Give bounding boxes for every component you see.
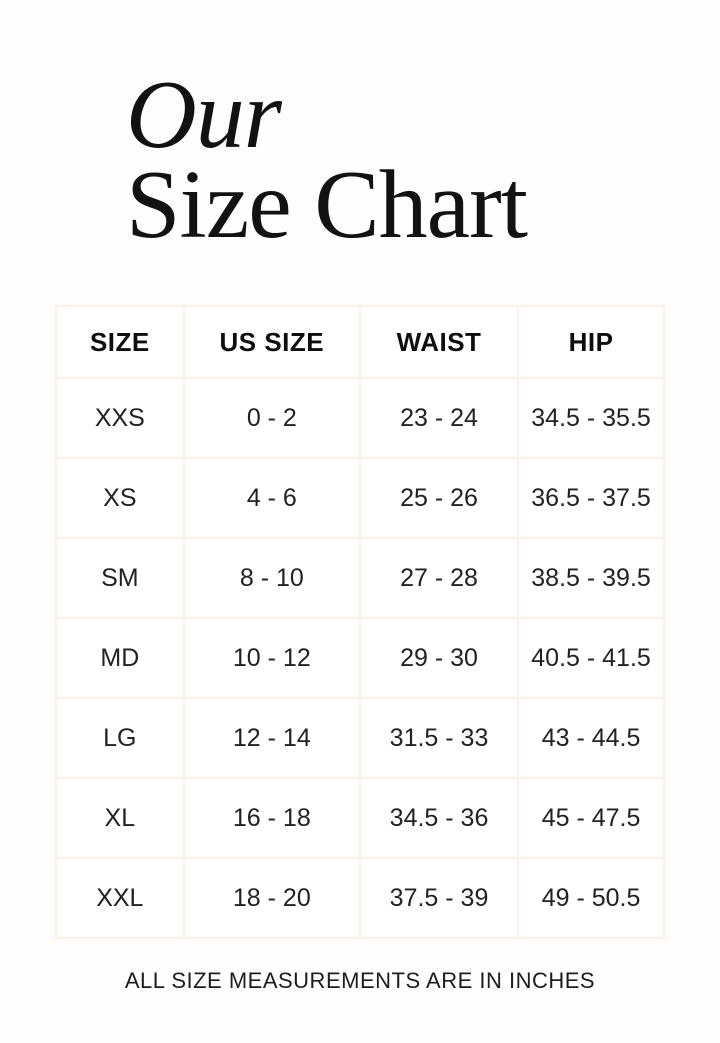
measurement-cell: 34.5 - 36 <box>358 777 520 859</box>
column-header: SIZE <box>55 305 185 379</box>
measurement-cell: 23 - 24 <box>358 377 520 459</box>
measurement-cell: 16 - 18 <box>182 777 361 859</box>
table-row: LG 12 - 14 31.5 - 33 43 - 44.5 <box>55 697 665 779</box>
size-label-cell: XS <box>55 457 185 539</box>
table-row: XXS 0 - 2 23 - 24 34.5 - 35.5 <box>55 377 665 459</box>
size-label-cell: SM <box>55 537 185 619</box>
title-word-our: Our <box>126 61 282 169</box>
measurement-cell: 38.5 - 39.5 <box>517 537 665 619</box>
table-row: XL 16 - 18 34.5 - 36 45 - 47.5 <box>55 777 665 859</box>
measurement-cell: 25 - 26 <box>358 457 520 539</box>
size-label-cell: LG <box>55 697 185 779</box>
table-header-row: SIZE US SIZE WAIST HIP <box>55 305 665 379</box>
measurement-cell: 40.5 - 41.5 <box>517 617 665 699</box>
measurement-cell: 27 - 28 <box>358 537 520 619</box>
measurement-cell: 4 - 6 <box>182 457 361 539</box>
measurement-cell: 10 - 12 <box>182 617 361 699</box>
measurement-cell: 49 - 50.5 <box>517 857 665 939</box>
column-header: HIP <box>517 305 665 379</box>
footer-note: ALL SIZE MEASUREMENTS ARE IN INCHES <box>124 968 596 993</box>
size-label-cell: XXS <box>55 377 185 459</box>
measurement-cell: 18 - 20 <box>182 857 361 939</box>
measurement-cell: 29 - 30 <box>358 617 520 699</box>
title-size-chart: Size Chart <box>126 151 528 259</box>
measurement-cell: 37.5 - 39 <box>358 857 520 939</box>
measurement-cell: 0 - 2 <box>182 377 361 459</box>
measurement-cell: 34.5 - 35.5 <box>517 377 665 459</box>
measurement-cell: 12 - 14 <box>182 697 361 779</box>
table-body: XXS 0 - 2 23 - 24 34.5 - 35.5 XS 4 - 6 25 - 26… <box>55 377 665 939</box>
size-label-cell: MD <box>55 617 185 699</box>
column-header: US SIZE <box>182 305 361 379</box>
measurement-cell: 43 - 44.5 <box>517 697 665 779</box>
measurement-cell: 8 - 10 <box>182 537 361 619</box>
page-title: Our Size Chart <box>126 61 528 259</box>
size-table: SIZE US SIZE WAIST HIP XXS 0 - 2 23 - 24 34.5 … <box>55 305 665 939</box>
table-row: MD 10 - 12 29 - 30 40.5 - 41.5 <box>55 617 665 699</box>
measurement-cell: 45 - 47.5 <box>517 777 665 859</box>
table-row: SM 8 - 10 27 - 28 38.5 - 39.5 <box>55 537 665 619</box>
size-label-cell: XXL <box>55 857 185 939</box>
measurement-cell: 31.5 - 33 <box>358 697 520 779</box>
size-label-cell: XL <box>55 777 185 859</box>
measurement-cell: 36.5 - 37.5 <box>517 457 665 539</box>
table-row: XXL 18 - 20 37.5 - 39 49 - 50.5 <box>55 857 665 939</box>
column-header: WAIST <box>358 305 520 379</box>
table-row: XS 4 - 6 25 - 26 36.5 - 37.5 <box>55 457 665 539</box>
